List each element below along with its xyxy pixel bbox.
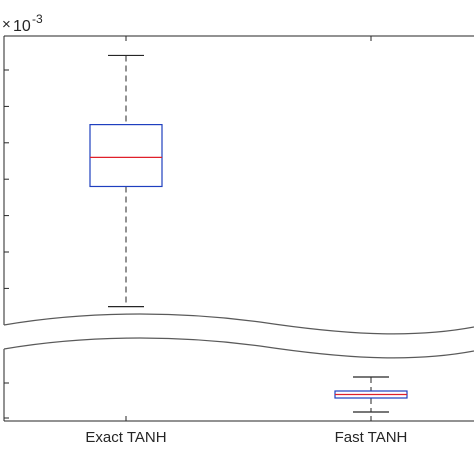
x-tick-label-0: Exact TANH [85,429,166,446]
y-ticks [4,69,9,419]
x-ticks [125,36,372,421]
box-0 [89,123,163,188]
x-tick-label-1: Fast TANH [335,429,408,446]
boxes [89,54,408,413]
y-scale-label: × 10 -3 [2,12,43,35]
axis-break-curve-upper [3,313,474,335]
y-scale-base: 10 [13,18,31,35]
y-scale-times: × [2,16,11,33]
y-scale-exponent: -3 [32,12,43,26]
plot-axes [3,35,474,422]
x-tick-labels: Exact TANH Fast TANH [85,429,407,446]
axis-break [3,313,474,359]
axis-break-curve-lower [3,337,474,359]
